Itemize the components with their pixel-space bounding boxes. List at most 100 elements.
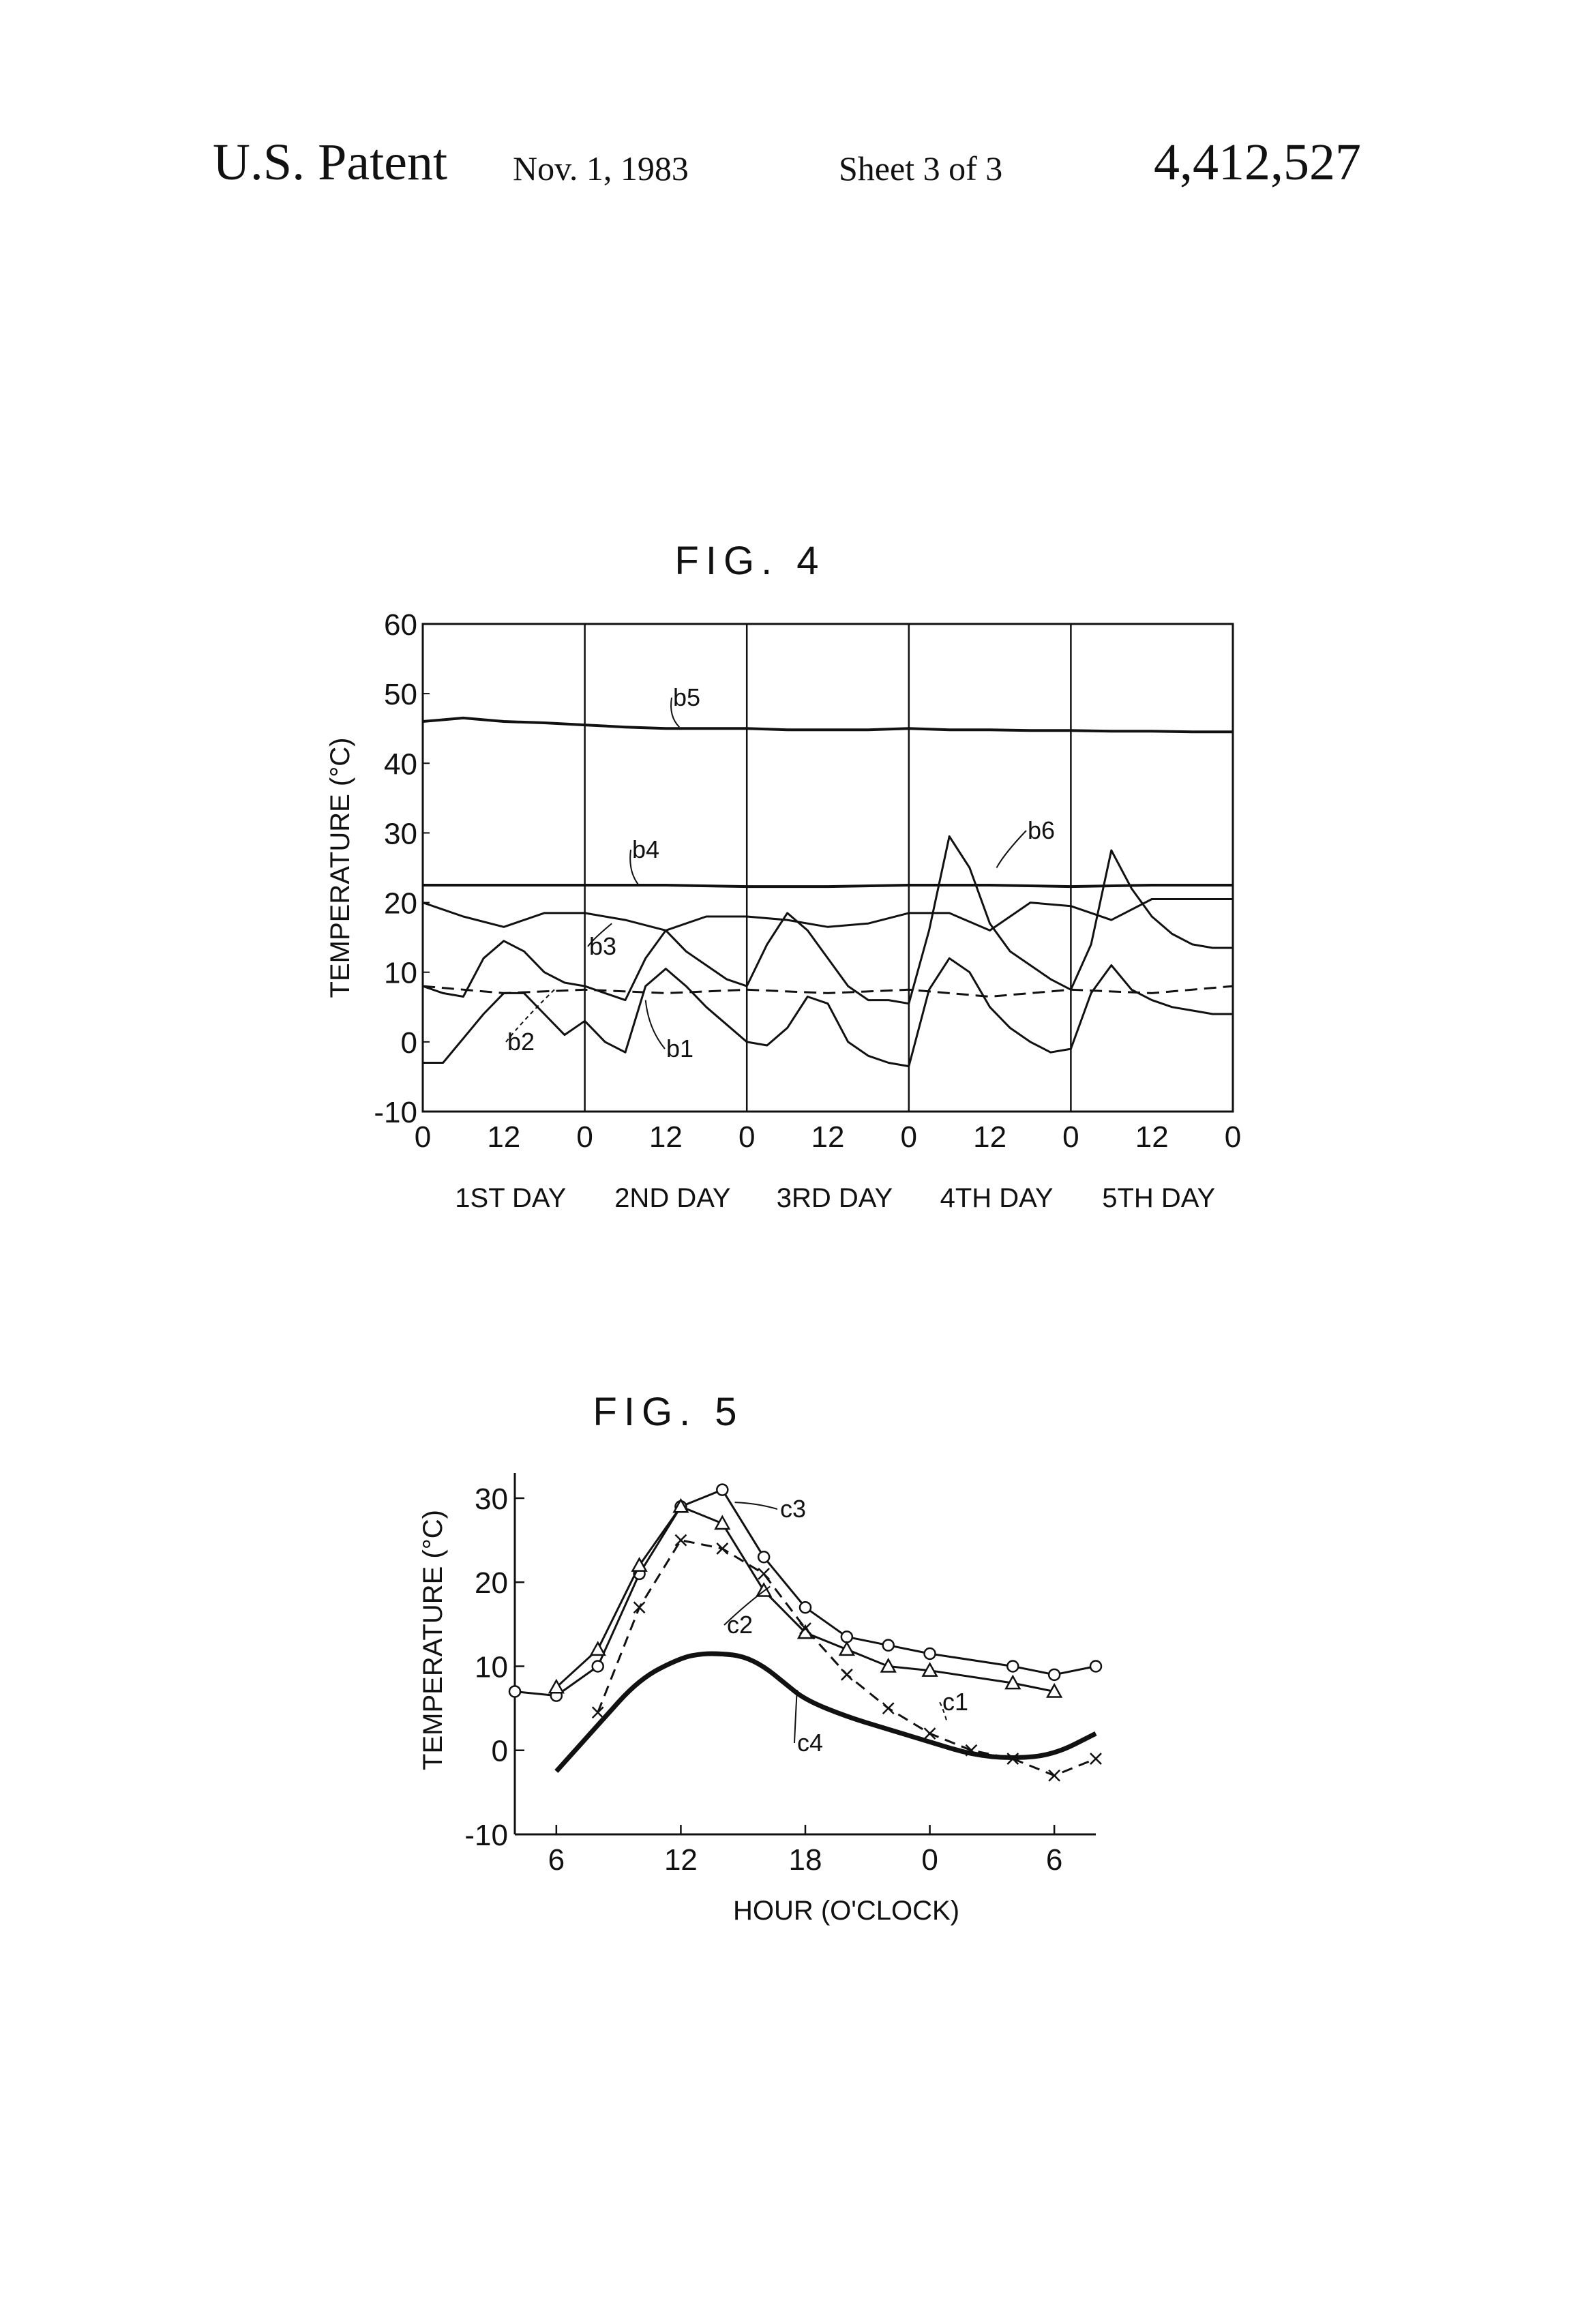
fig5-point-c2 (923, 1664, 937, 1676)
fig5-x-axis-label: HOUR (O'CLOCK) (733, 1896, 959, 1926)
fig5-point-c3 (925, 1648, 936, 1659)
fig4-x-tick-label: 0 (415, 1120, 431, 1154)
fig5-point-c3 (800, 1602, 811, 1613)
fig5-point-c1 (841, 1669, 852, 1680)
fig5-point-c3 (758, 1551, 769, 1562)
fig4-x-tick-label: 12 (487, 1120, 520, 1154)
fig5-series-label-c3: c3 (780, 1495, 806, 1523)
fig4-x-tick-label: 0 (901, 1120, 917, 1154)
fig4-plot-frame (423, 624, 1233, 1112)
fig5-point-c2 (715, 1517, 729, 1529)
fig4-y-tick-label: 30 (384, 817, 417, 850)
fig5-series-label-c4: c4 (797, 1729, 823, 1757)
fig5-point-c1 (758, 1568, 769, 1579)
fig4-x-tick-label: 12 (1135, 1120, 1169, 1154)
fig5-y-tick-label: 10 (475, 1650, 508, 1684)
fig4-series-label-b1: b1 (666, 1034, 693, 1062)
fig5-point-c3 (509, 1686, 520, 1697)
fig5-point-c1 (675, 1535, 686, 1546)
fig5-point-c1 (925, 1728, 936, 1739)
fig5-point-c3 (593, 1660, 603, 1671)
fig4-y-axis-label: TEMPERATURE (°C) (325, 738, 355, 998)
fig4-day-label: 2ND DAY (614, 1183, 730, 1213)
fig4-y-tick-label: -10 (374, 1096, 417, 1129)
fig5-series-label-c2: c2 (727, 1611, 753, 1639)
fig4-leader-b1 (646, 1000, 665, 1049)
fig5-point-c1 (883, 1703, 894, 1714)
fig5-x-tick-label: 0 (921, 1843, 938, 1877)
fig5-point-c2 (1006, 1676, 1019, 1688)
fig5-leader-c4 (794, 1690, 797, 1743)
fig5-title: FIG. 5 (593, 1390, 743, 1434)
fig4-x-tick-label: 12 (973, 1120, 1006, 1154)
fig5-series-c3 (515, 1490, 1096, 1696)
fig5-x-tick-label: 6 (548, 1843, 565, 1877)
fig5-x-tick-label: 18 (789, 1843, 822, 1877)
fig5-y-tick-label: 30 (475, 1483, 508, 1516)
fig5-leader-c2 (724, 1586, 770, 1625)
fig4-day-label: 1ST DAY (455, 1183, 566, 1213)
fig4-x-tick-label: 0 (738, 1120, 755, 1154)
fig4-day-label: 4TH DAY (940, 1183, 1054, 1213)
fig5-point-c2 (840, 1643, 854, 1655)
fig5-point-c3 (841, 1631, 852, 1642)
fig4-y-tick-label: 40 (384, 747, 417, 781)
fig5-series-c2 (556, 1506, 1054, 1691)
fig5-point-c2 (882, 1659, 895, 1671)
fig5-y-axis-label: TEMPERATURE (°C) (418, 1510, 448, 1770)
fig5-point-c2 (1047, 1684, 1061, 1697)
fig5-point-c1 (593, 1707, 603, 1718)
fig4-x-tick-label: 12 (811, 1120, 845, 1154)
fig4-x-tick-label: 0 (1225, 1120, 1241, 1154)
fig5-point-c3 (883, 1640, 894, 1651)
fig4-day-label: 3RD DAY (777, 1183, 893, 1213)
fig5-point-c3 (675, 1501, 686, 1512)
fig4-y-tick-label: 60 (384, 608, 417, 642)
fig4-day-label: 5TH DAY (1102, 1183, 1215, 1213)
fig5-series-label-c1: c1 (942, 1688, 968, 1716)
fig4-leader-b6 (997, 831, 1027, 868)
fig5-point-c3 (1049, 1669, 1060, 1680)
fig4-series-label-b2: b2 (507, 1028, 535, 1056)
fig5-series-c1 (598, 1540, 1096, 1776)
fig5-leader-c1 (940, 1702, 946, 1720)
fig5-y-tick-label: 0 (492, 1735, 508, 1768)
fig4-title: FIG. 4 (674, 539, 825, 583)
fig4-x-tick-label: 0 (1062, 1120, 1079, 1154)
fig4-y-tick-label: 20 (384, 887, 417, 921)
fig4-series-b4 (423, 885, 1233, 887)
fig4-series-label-b4: b4 (632, 835, 659, 863)
fig5-point-c2 (591, 1643, 605, 1655)
fig4-series-b5 (423, 718, 1233, 732)
fig5-point-c2 (550, 1680, 563, 1693)
fig5-point-c2 (757, 1584, 771, 1596)
fig5-y-tick-label: 20 (475, 1566, 508, 1600)
fig5-point-c1 (966, 1745, 976, 1756)
fig5-point-c2 (633, 1559, 646, 1571)
fig5-point-c3 (717, 1485, 728, 1495)
fig5-point-c1 (800, 1623, 811, 1634)
fig5-point-c1 (717, 1543, 728, 1554)
fig5-point-c3 (1007, 1660, 1018, 1671)
fig4-series-b3 (423, 899, 1233, 931)
fig5-point-c1 (1007, 1753, 1018, 1764)
fig4-x-tick-label: 12 (649, 1120, 683, 1154)
fig5-leader-c3 (735, 1502, 777, 1509)
fig5-point-c3 (634, 1568, 645, 1579)
fig5-point-c2 (799, 1626, 812, 1638)
fig5-point-c3 (551, 1690, 562, 1701)
fig4-series-b2 (423, 986, 1233, 996)
fig4-series-label-b5: b5 (673, 683, 700, 711)
fig4-series-label-b3: b3 (589, 932, 616, 960)
fig4-y-tick-label: 10 (384, 957, 417, 990)
fig4-y-tick-label: 50 (384, 678, 417, 711)
fig5-point-c1 (634, 1602, 645, 1613)
fig4-series-label-b6: b6 (1028, 816, 1055, 844)
fig4-y-tick-label: 0 (401, 1026, 417, 1060)
fig5-series-c4 (556, 1654, 1096, 1772)
fig5-point-c1 (1090, 1753, 1101, 1764)
fig5-point-c1 (1049, 1770, 1060, 1781)
fig5-point-c3 (1090, 1660, 1101, 1671)
fig4-series-b1 (423, 958, 1233, 1066)
fig5-point-c2 (674, 1500, 687, 1512)
